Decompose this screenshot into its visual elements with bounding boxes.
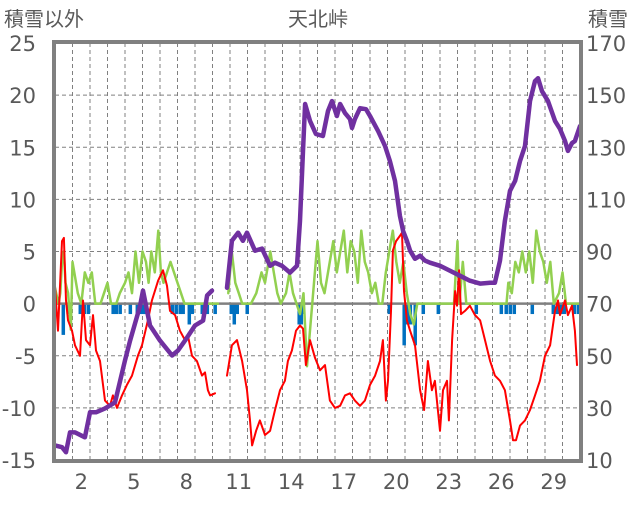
precip-bar xyxy=(555,303,560,315)
precip-bar xyxy=(141,303,146,315)
left-axis-label: 積雪以外 xyxy=(4,7,84,31)
left-tick-label: -5 xyxy=(15,345,36,369)
precip-bar xyxy=(190,303,195,315)
precip-bar xyxy=(111,303,115,315)
precip-bar xyxy=(504,303,508,315)
precip-bar xyxy=(474,303,479,315)
precip-bar xyxy=(530,303,535,315)
precip-bar xyxy=(78,303,83,315)
precip-bar xyxy=(178,303,182,315)
precip-bar xyxy=(86,303,91,315)
precip-bar xyxy=(114,303,119,315)
precip-bar xyxy=(499,303,504,315)
x-tick-label: 5 xyxy=(127,470,140,494)
precip-bar xyxy=(572,303,577,315)
precip-bar xyxy=(436,303,441,315)
precip-bar xyxy=(213,303,217,315)
left-tick-label: 5 xyxy=(23,241,36,265)
precip-bar xyxy=(232,303,237,325)
right-tick-label: 170 xyxy=(586,32,626,56)
precip-bar xyxy=(205,303,210,315)
x-tick-label: 20 xyxy=(383,470,410,494)
precip-bar xyxy=(387,303,392,315)
chart-title: 天北峠 xyxy=(288,7,348,31)
x-tick-label: 14 xyxy=(278,470,305,494)
plot-frame xyxy=(52,40,583,463)
precip-bar xyxy=(508,303,512,315)
precip-bar xyxy=(562,303,567,315)
x-tick-label: 29 xyxy=(540,470,567,494)
snow-series-line xyxy=(52,75,583,455)
precip-bar xyxy=(128,303,133,315)
right-tick-label: 90 xyxy=(586,241,613,265)
x-tick-label: 11 xyxy=(225,470,252,494)
x-tick-label: 23 xyxy=(435,470,462,494)
series-lines xyxy=(52,75,583,455)
left-tick-label: 10 xyxy=(9,188,36,212)
precip-bar xyxy=(174,303,178,315)
precip-bar xyxy=(200,303,204,315)
precip-bar xyxy=(245,303,249,315)
right-tick-label: 30 xyxy=(586,397,613,421)
precip-bar xyxy=(551,303,556,315)
precip-bar xyxy=(576,303,581,315)
right-tick-label: 50 xyxy=(586,345,613,369)
precip-bar xyxy=(413,303,417,346)
right-tick-label: 70 xyxy=(586,293,613,317)
tick-labels: 2520151050-5-10-151701501301109070503010… xyxy=(2,32,626,494)
right-tick-label: 110 xyxy=(586,188,626,212)
temp-series-line xyxy=(54,231,578,447)
plot-border xyxy=(52,40,583,463)
left-tick-label: -15 xyxy=(2,449,36,473)
precip-bar xyxy=(421,303,426,315)
precip-bar xyxy=(235,303,239,315)
right-tick-label: 10 xyxy=(586,449,613,473)
precip-bar xyxy=(299,303,304,325)
x-tick-label: 2 xyxy=(75,470,88,494)
left-tick-label: -10 xyxy=(2,397,36,421)
left-tick-label: 15 xyxy=(9,136,36,160)
left-tick-label: 20 xyxy=(9,84,36,108)
precip-bar xyxy=(187,303,192,325)
right-tick-label: 130 xyxy=(586,136,626,160)
precip-bar xyxy=(181,303,185,315)
right-tick-label: 150 xyxy=(586,84,626,108)
precip-bar xyxy=(229,303,234,315)
left-tick-label: 25 xyxy=(9,32,36,56)
right-axis-label: 積雪 xyxy=(588,7,628,31)
left-tick-label: 0 xyxy=(23,293,36,317)
precip-bar xyxy=(402,303,406,346)
x-tick-label: 8 xyxy=(180,470,193,494)
precip-bar xyxy=(512,303,517,315)
x-tick-label: 17 xyxy=(330,470,357,494)
precip-bar xyxy=(118,303,122,315)
precip-bar xyxy=(170,303,175,315)
precip-bar xyxy=(61,303,66,335)
x-tick-label: 26 xyxy=(488,470,515,494)
